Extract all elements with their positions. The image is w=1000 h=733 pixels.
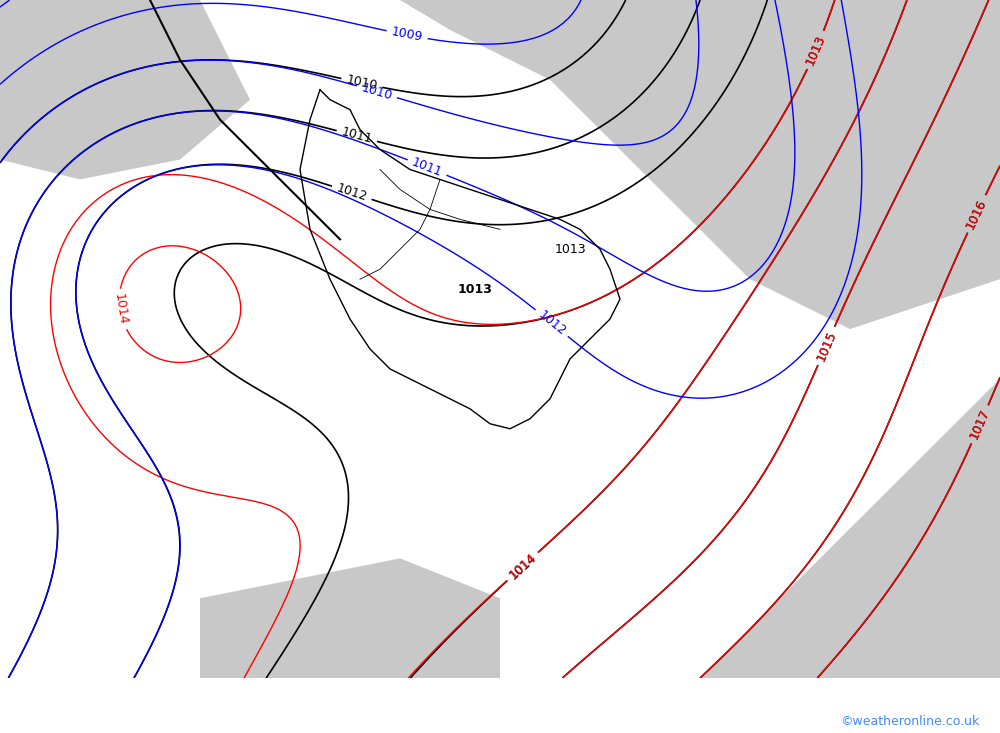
Text: 1011: 1011 xyxy=(410,155,444,180)
Polygon shape xyxy=(400,0,1000,329)
Text: 1012: 1012 xyxy=(535,308,568,338)
Text: 1017: 1017 xyxy=(968,408,992,441)
Text: ©weatheronline.co.uk: ©weatheronline.co.uk xyxy=(841,715,980,727)
Text: Mo 10-06-2024 18:00 UTC (00+138): Mo 10-06-2024 18:00 UTC (00+138) xyxy=(620,693,968,712)
Text: 1017: 1017 xyxy=(968,408,992,441)
Text: 1013: 1013 xyxy=(458,283,492,295)
Text: 1016: 1016 xyxy=(964,196,989,231)
Text: 1013: 1013 xyxy=(804,33,828,67)
Polygon shape xyxy=(200,559,500,678)
Text: 1014: 1014 xyxy=(507,551,539,582)
Text: 1012: 1012 xyxy=(335,182,369,204)
Text: 1009: 1009 xyxy=(390,26,424,44)
Text: 1010: 1010 xyxy=(360,81,394,103)
Text: 1010: 1010 xyxy=(345,73,379,93)
Text: 1014: 1014 xyxy=(507,550,539,582)
Text: 1014: 1014 xyxy=(111,292,129,326)
Text: 1016: 1016 xyxy=(964,196,989,231)
Text: 1013: 1013 xyxy=(804,33,828,67)
Polygon shape xyxy=(0,0,250,180)
Polygon shape xyxy=(700,379,1000,678)
Text: Surface pressure [hPa] ECMWF: Surface pressure [hPa] ECMWF xyxy=(10,693,314,712)
Text: 1011: 1011 xyxy=(340,125,374,147)
Text: 1015: 1015 xyxy=(814,328,839,363)
Text: 1015: 1015 xyxy=(814,328,839,363)
Text: 1013: 1013 xyxy=(554,243,586,256)
